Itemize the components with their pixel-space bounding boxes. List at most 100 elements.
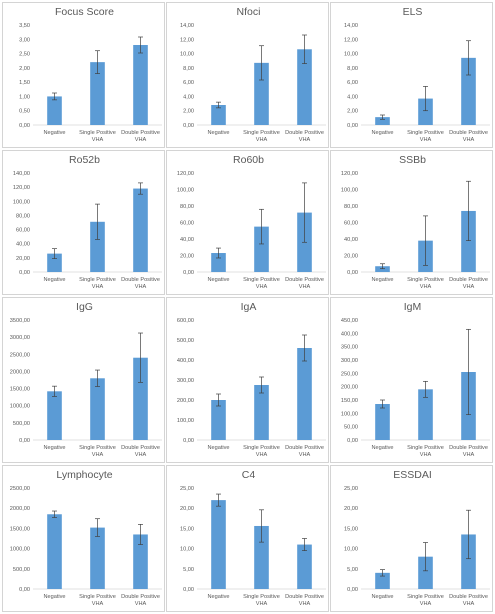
error-bar	[423, 380, 428, 398]
chart-title: ESSDAI	[393, 469, 432, 481]
bar	[461, 210, 476, 272]
y-tick-label: 120,00	[341, 171, 358, 177]
bar	[211, 500, 226, 589]
bar	[211, 253, 226, 272]
y-tick-label: 400,00	[341, 331, 358, 337]
y-tick-label: 4,00	[347, 94, 358, 100]
y-tick-label: 2000,00	[10, 369, 30, 375]
x-tick-label: Double Positive	[285, 130, 324, 136]
x-tick-label: Double Positive	[449, 594, 488, 600]
bar-chart: IgM 0,00 50,00 100,00 150,00 200,00 250,00 300,…	[341, 301, 490, 458]
chart-title: Ro52b	[69, 154, 100, 166]
error-bar	[216, 247, 221, 259]
y-tick-label: 0,00	[183, 123, 194, 129]
error-bar	[466, 180, 471, 242]
y-tick-label: 20,00	[344, 254, 358, 260]
y-tick-label: 100,00	[341, 188, 358, 194]
x-tick-label: VHA	[256, 137, 268, 143]
y-tick-label: 120,00	[13, 185, 30, 191]
y-tick-label: 40,00	[180, 237, 194, 243]
x-tick-label: Double Positive	[121, 594, 160, 600]
x-tick-label: Single Positive	[407, 445, 444, 451]
x-tick-label: VHA	[420, 601, 432, 607]
bar	[90, 527, 105, 589]
y-tick-label: 500,00	[177, 338, 194, 344]
y-tick-label: 1500,00	[10, 526, 30, 532]
y-tick-label: 500,00	[13, 567, 30, 573]
y-tick-label: 80,00	[344, 204, 358, 210]
bar	[418, 389, 433, 440]
y-tick-label: 60,00	[16, 228, 30, 234]
y-tick-label: 0,00	[19, 438, 30, 444]
bar	[375, 404, 390, 440]
error-bar	[466, 328, 471, 416]
x-tick-label: VHA	[420, 452, 432, 458]
error-bar	[259, 45, 264, 81]
y-tick-label: 2,50	[19, 52, 30, 58]
y-tick-label: 1000,00	[10, 547, 30, 553]
bar	[461, 57, 476, 125]
x-tick-label: Double Positive	[285, 594, 324, 600]
error-bar	[138, 524, 143, 545]
y-tick-label: 3000,00	[10, 335, 30, 341]
error-bar	[216, 101, 221, 109]
bar	[47, 96, 62, 125]
x-tick-label: Negative	[43, 445, 65, 451]
bar	[133, 534, 148, 589]
x-tick-label: Double Positive	[449, 277, 488, 283]
x-tick-label: VHA	[299, 601, 311, 607]
error-bar	[138, 182, 143, 195]
bar-chart: IgA 0,00 100,00 200,00 300,00 400,00 500,00 600…	[177, 301, 326, 458]
error-bar	[380, 263, 385, 270]
y-tick-label: 0,00	[19, 587, 30, 593]
y-tick-label: 100,00	[177, 418, 194, 424]
error-bar	[95, 369, 100, 387]
error-bar	[423, 215, 428, 266]
x-tick-label: Negative	[43, 594, 65, 600]
error-bar	[95, 203, 100, 240]
chart-title: SSBb	[399, 154, 426, 166]
x-tick-label: Double Positive	[285, 277, 324, 283]
bar	[297, 544, 312, 589]
x-tick-label: Negative	[207, 445, 229, 451]
y-tick-label: 2500,00	[10, 352, 30, 358]
error-bar	[259, 208, 264, 245]
x-tick-label: VHA	[135, 601, 147, 607]
x-tick-label: Single Positive	[243, 130, 280, 136]
x-tick-label: Single Positive	[79, 277, 116, 283]
x-tick-label: Negative	[43, 130, 65, 136]
y-tick-label: 20,00	[344, 506, 358, 512]
error-bar	[52, 248, 57, 259]
error-bar	[302, 182, 307, 243]
x-tick-label: Negative	[371, 445, 393, 451]
y-tick-label: 20,00	[180, 254, 194, 260]
y-tick-label: 0,00	[183, 270, 194, 276]
y-tick-label: 1000,00	[10, 404, 30, 410]
x-tick-label: Negative	[207, 277, 229, 283]
x-tick-label: VHA	[135, 137, 147, 143]
bar-chart: SSBb 0,00 20,00 40,00 60,00 80,00 100,00 120,00…	[341, 154, 490, 290]
x-tick-label: VHA	[463, 452, 475, 458]
y-tick-label: 100,00	[177, 188, 194, 194]
bar	[297, 49, 312, 125]
x-tick-label: Single Positive	[243, 594, 280, 600]
x-tick-label: Negative	[207, 594, 229, 600]
x-tick-label: VHA	[463, 601, 475, 607]
x-tick-label: Negative	[43, 277, 65, 283]
x-tick-label: Double Positive	[449, 130, 488, 136]
y-tick-label: 1500,00	[10, 387, 30, 393]
error-bar	[302, 34, 307, 64]
error-bar	[302, 538, 307, 551]
bar	[90, 378, 105, 440]
error-bar	[302, 334, 307, 362]
x-tick-label: VHA	[92, 452, 104, 458]
chart-panel-focus-score: Focus Score 0,00 0,50 1,00 1,50 2,00 2,50 3,00 3…	[2, 2, 165, 148]
y-tick-label: 0,00	[19, 123, 30, 129]
bar-chart: Ro60b 0,00 20,00 40,00 60,00 80,00 100,00 120,0…	[177, 154, 326, 290]
bar	[211, 400, 226, 440]
x-tick-label: VHA	[256, 601, 268, 607]
chart-title: IgA	[241, 301, 257, 313]
bar	[47, 391, 62, 440]
chart-panel-ssbb: SSBb 0,00 20,00 40,00 60,00 80,00 100,00 120,00…	[330, 150, 493, 295]
x-tick-label: Double Positive	[121, 277, 160, 283]
